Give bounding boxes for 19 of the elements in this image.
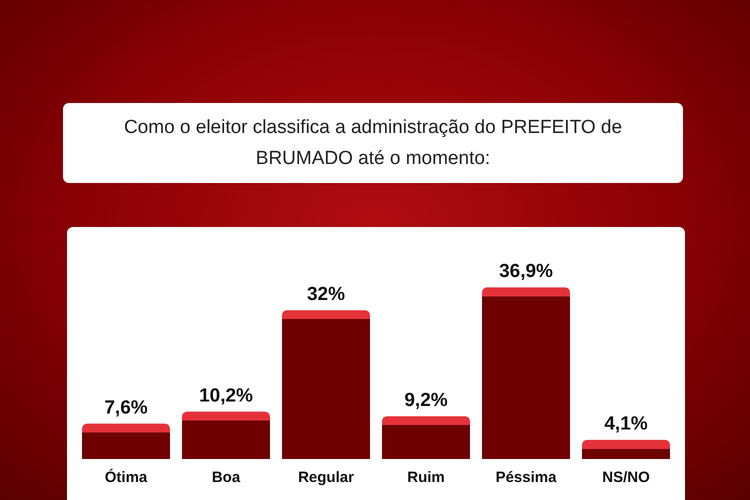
x-tick-label: Boa bbox=[212, 469, 241, 486]
x-tick-label: Ótima bbox=[104, 468, 148, 486]
data-label: 9,2% bbox=[404, 390, 448, 411]
x-tick-label: Regular bbox=[298, 469, 354, 486]
x-tick-label: Péssima bbox=[496, 469, 558, 486]
data-label: 4,1% bbox=[604, 414, 648, 435]
bar bbox=[582, 440, 670, 459]
data-label: 7,6% bbox=[104, 397, 148, 418]
data-label: 32% bbox=[306, 284, 346, 305]
data-label: 36,9% bbox=[499, 261, 554, 282]
bar bbox=[282, 310, 370, 459]
x-tick-label: Ruim bbox=[407, 469, 445, 486]
bar bbox=[382, 416, 470, 459]
bar bbox=[82, 424, 170, 459]
data-label: 10,2% bbox=[199, 385, 254, 406]
chart-title: Como o eleitor classifica a administração do PREFEITO de BRUMADO até o momento: bbox=[122, 116, 624, 171]
bar bbox=[482, 287, 570, 459]
bar bbox=[182, 412, 270, 459]
x-tick-label: NS/NO bbox=[602, 469, 650, 486]
